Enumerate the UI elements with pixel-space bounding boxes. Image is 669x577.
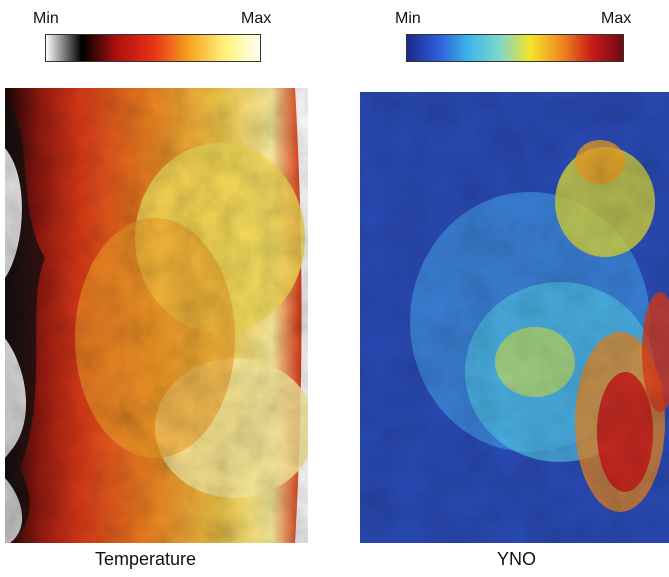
temperature-colorbar-max-label: Max: [241, 10, 272, 27]
temperature-colorbar: [45, 34, 261, 62]
yno-colorbar-max-label: Max: [601, 10, 632, 27]
yno-colorbar-min-label: Min: [395, 10, 421, 27]
temperature-field-image: [5, 88, 308, 543]
yno-colorbar: [406, 34, 624, 62]
temperature-colorbar-min-label: Min: [33, 10, 59, 27]
yno-field-image: [360, 92, 669, 543]
temperature-caption: Temperature: [95, 549, 197, 569]
yno-caption: YNO: [497, 549, 537, 569]
